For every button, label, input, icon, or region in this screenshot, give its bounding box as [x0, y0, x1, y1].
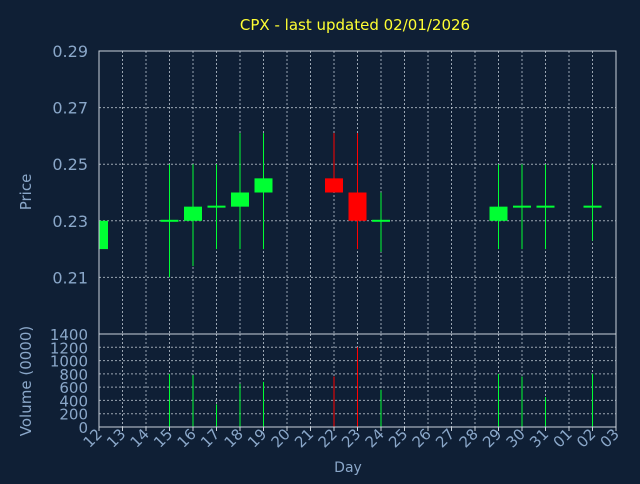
day-tick-label: 26	[409, 425, 435, 451]
day-tick-label: 02	[573, 425, 599, 451]
day-tick-label: 15	[150, 425, 176, 451]
volume-tick-label: 1000	[50, 353, 88, 371]
day-tick-label: 31	[526, 425, 552, 451]
day-axis-label: Day	[334, 460, 362, 476]
day-tick-label: 23	[338, 425, 364, 451]
day-tick-label: 25	[385, 425, 411, 451]
day-tick-label: 24	[362, 425, 388, 451]
candle-body	[160, 219, 179, 222]
candle-body	[184, 206, 202, 221]
price-tick-label: 0.21	[52, 268, 88, 287]
candle-body	[325, 178, 343, 193]
price-tick-label: 0.29	[52, 42, 88, 61]
day-tick-label: 20	[268, 425, 294, 451]
candle-body	[372, 219, 390, 222]
day-tick-label: 13	[103, 425, 129, 451]
price-panel: 0.29 0.27 0.25 0.23 0.21	[52, 42, 617, 335]
volume-tick-label: 600	[59, 379, 88, 397]
price-tick-label: 0.23	[52, 212, 88, 231]
day-tick-label: 27	[432, 425, 458, 451]
candle-body	[231, 192, 249, 207]
volume-tick-label: 1400	[50, 326, 88, 344]
day-tick-label: 22	[315, 425, 341, 451]
candle-body	[583, 205, 602, 208]
chart-title: CPX - last updated 02/01/2026	[240, 16, 470, 34]
day-tick-label: 19	[244, 425, 270, 451]
day-tick-label: 18	[221, 425, 247, 451]
day-tick-label: 21	[291, 425, 317, 451]
candle-body	[99, 220, 108, 250]
candle-body	[513, 205, 531, 208]
candle-body	[254, 178, 273, 193]
price-tick-label: 0.25	[52, 155, 88, 174]
volume-tick-label: 0	[78, 419, 88, 437]
candle-body	[348, 192, 367, 221]
day-tick-label: 16	[174, 425, 200, 451]
day-tick-label: 29	[479, 425, 505, 451]
day-tick-label: 30	[503, 425, 529, 451]
volume-axis-label: Volume (0000)	[17, 326, 35, 436]
day-tick-label: 14	[127, 425, 153, 451]
volume-tick-label: 200	[59, 406, 88, 424]
volume-tick-label: 400	[59, 392, 88, 410]
day-tick-label: 01	[550, 425, 576, 451]
volume-tick-label: 1200	[50, 339, 88, 357]
day-tick-label: 17	[197, 425, 223, 451]
candle-body	[489, 206, 508, 221]
candle-body	[207, 205, 226, 208]
volume-tick-label: 800	[59, 366, 88, 384]
day-tick-label: 03	[597, 425, 623, 451]
day-tick-label: 28	[456, 425, 482, 451]
day-tick-labels: 1213141516171819202122232425262728293031…	[80, 425, 623, 451]
candle-body	[536, 205, 555, 208]
price-axis-label: Price	[17, 174, 35, 211]
price-tick-label: 0.27	[52, 99, 88, 118]
